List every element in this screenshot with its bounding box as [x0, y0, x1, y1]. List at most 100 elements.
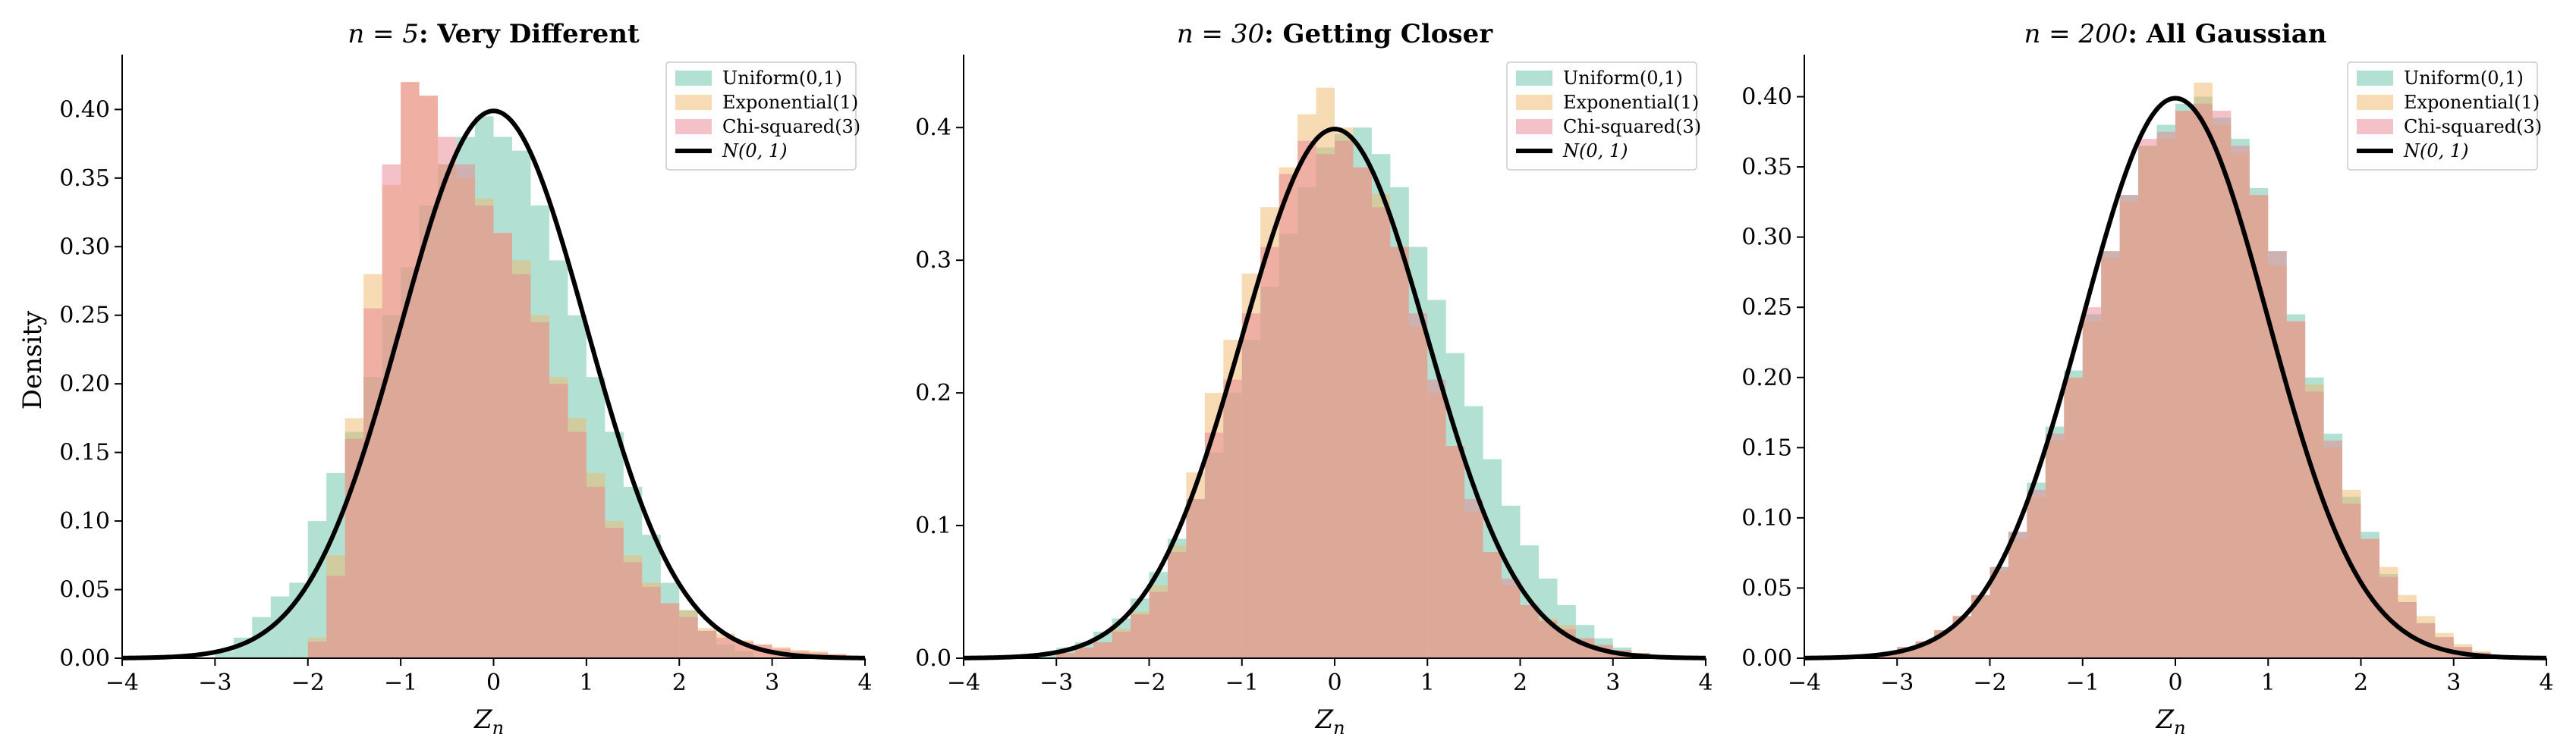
x-tick-label: 2 — [2354, 670, 2368, 696]
histogram-bar — [2249, 195, 2269, 658]
x-axis-label-subscript: n — [1333, 717, 1345, 739]
y-tick-label: 0.40 — [1741, 84, 1792, 111]
x-tick-label: 3 — [1606, 670, 1620, 696]
histogram-bar — [1989, 566, 2008, 658]
histogram-bar — [419, 96, 439, 659]
histogram-bar — [1260, 246, 1279, 659]
histogram-bar — [2323, 441, 2343, 658]
x-tick-label: −2 — [1132, 670, 1165, 696]
series-chi-squared-3 — [1056, 140, 1669, 659]
x-tick-label: 0 — [486, 670, 501, 696]
legend-label: Uniform(0,1) — [722, 67, 842, 89]
x-tick-label: 1 — [1420, 670, 1435, 696]
histogram-bar — [438, 136, 457, 658]
panel-title-text: : Very Different — [419, 19, 640, 49]
y-tick-label: 0.20 — [59, 371, 110, 397]
panel-title-text: : All Gaussian — [2128, 19, 2326, 49]
legend-label: N(0, 1) — [722, 140, 788, 162]
histogram-bar — [1520, 605, 1539, 658]
histogram-bar — [1056, 653, 1075, 658]
histogram-bar — [401, 82, 420, 658]
histogram-bar — [1037, 654, 1057, 658]
histogram-bar — [1167, 552, 1187, 658]
histogram-bar — [2212, 111, 2232, 658]
x-axis-label-subscript: n — [2174, 717, 2185, 739]
x-axis-label-main: Z — [473, 704, 493, 735]
panel-title-n: n = 30 — [1177, 19, 1264, 49]
legend-swatch — [2357, 119, 2393, 134]
histogram-bar — [215, 651, 234, 658]
panel-title-n: n = 200 — [2024, 19, 2128, 49]
y-tick-label: 0.05 — [59, 577, 110, 604]
panel-title: n = 5: Very Different — [348, 19, 640, 49]
legend-frame — [2347, 61, 2538, 171]
x-tick-label: −3 — [1880, 670, 1914, 696]
histogram-bar — [1074, 648, 1094, 658]
y-tick-label: 0.1 — [915, 513, 951, 539]
panel-n30: −4 −3 −2 −1 0 1 2 3 4 0.0 0.1 0.2 0.3 0.4 n = 30: Gett… — [915, 19, 1713, 739]
legend-frame — [1506, 61, 1697, 171]
histogram-bar — [2194, 103, 2213, 658]
x-tick-label: 3 — [2446, 670, 2461, 696]
x-axis-label-subscript: n — [492, 717, 504, 739]
histogram-bar — [2231, 146, 2250, 659]
legend-label: Uniform(0,1) — [2404, 67, 2524, 89]
legend: Uniform(0,1) Exponential(1) Chi-squared(3)… — [665, 61, 860, 171]
normal-pdf-curve — [1804, 96, 2547, 660]
legend-swatch — [2357, 71, 2393, 86]
histogram-bar — [1445, 446, 1465, 658]
histogram-bar — [679, 617, 698, 658]
histogram-bar — [716, 637, 735, 658]
x-tick-label: 4 — [2539, 670, 2553, 696]
x-axis-label: Zn — [1314, 704, 1345, 739]
histogram-bar — [1186, 499, 1205, 658]
y-tick-label: 0.0 — [915, 645, 951, 672]
y-tick-label: 0.3 — [915, 247, 951, 274]
histogram-bar — [1390, 246, 1409, 659]
histogram-bar — [1316, 154, 1335, 658]
panel-title-text: : Getting Closer — [1264, 19, 1493, 49]
legend: Uniform(0,1) Exponential(1) Chi-squared(3)… — [2347, 61, 2542, 171]
histogram-bar — [2138, 139, 2157, 658]
histogram-bar — [511, 274, 531, 658]
x-tick-label: 2 — [1513, 670, 1527, 696]
legend-label: Chi-squared(3) — [2404, 116, 2542, 137]
histogram-bar — [1279, 174, 1298, 658]
y-axis-label: Density — [17, 310, 48, 409]
histogram-bar — [1464, 499, 1483, 658]
histogram-bar — [2082, 307, 2102, 658]
histogram-bar — [530, 322, 549, 658]
histogram-bar — [2045, 433, 2065, 658]
histogram-bar — [1427, 379, 1446, 658]
x-tick-label: −4 — [947, 670, 980, 696]
legend-frame — [665, 61, 857, 171]
legend-label: Exponential(1) — [2404, 92, 2540, 113]
histogram-bar — [586, 486, 605, 658]
panel-title-n: n = 5 — [348, 19, 419, 49]
histogram-bar — [363, 308, 382, 658]
histogram-bar — [382, 164, 401, 658]
histogram-bar — [456, 164, 476, 658]
histogram-bar — [1408, 313, 1428, 658]
histogram-bar — [1483, 552, 1502, 658]
histogram-bar — [2156, 131, 2175, 658]
histogram-bar — [307, 642, 327, 658]
histogram-bar — [1223, 379, 1242, 658]
y-tick-label: 0.20 — [1741, 365, 1792, 391]
histogram-bar — [1149, 591, 1168, 658]
normal-pdf-curve — [963, 127, 1706, 660]
histogram-bar — [623, 562, 643, 658]
x-tick-label: 1 — [579, 670, 593, 696]
histogram-bar — [475, 206, 494, 658]
histogram-bar — [1112, 632, 1131, 658]
panel-title: n = 200: All Gaussian — [2024, 19, 2326, 49]
histogram-bar — [307, 521, 327, 658]
y-tick-label: 0.25 — [59, 303, 110, 329]
y-tick-label: 0.00 — [59, 645, 110, 672]
panel-title: n = 30: Getting Closer — [1177, 19, 1493, 49]
histogram-bar — [2064, 377, 2083, 658]
x-tick-label: 4 — [1698, 670, 1713, 696]
panel-n200: −4 −3 −2 −1 0 1 2 3 4 0.00 0.05 0.10 0.15 0.20 0.25 0.3… — [1741, 19, 2553, 739]
histogram-bar — [1204, 432, 1224, 658]
histogram-bar — [697, 630, 717, 658]
